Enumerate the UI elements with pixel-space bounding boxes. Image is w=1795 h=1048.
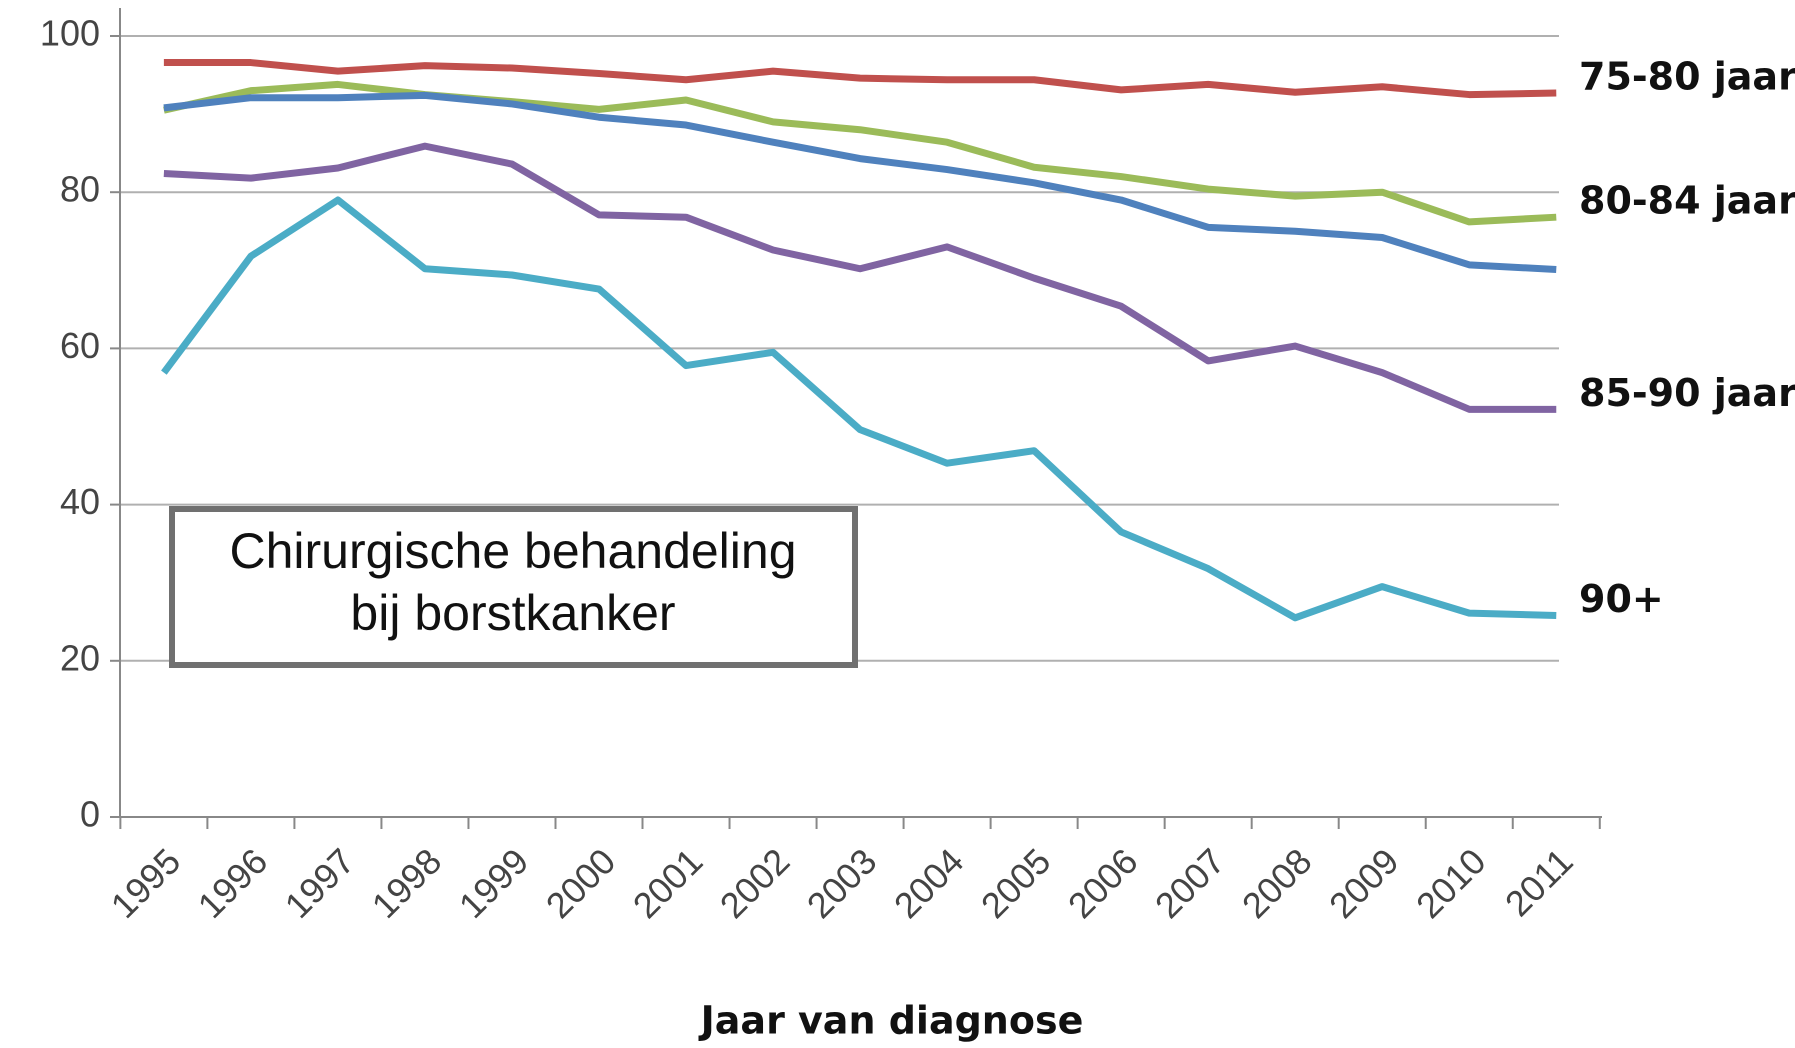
y-tick-label: 60 (60, 325, 100, 366)
y-tick-label: 80 (60, 169, 100, 210)
x-tick-label: 2007 (1147, 840, 1233, 926)
y-tick-label: 20 (60, 637, 100, 678)
x-tick-label: 1998 (364, 840, 450, 926)
x-tick-label: 2005 (973, 840, 1059, 926)
x-tick-label: 2004 (886, 840, 972, 926)
x-tick-label: 1996 (190, 840, 276, 926)
y-tick-label: 100 (40, 13, 100, 54)
x-tick-label: 1995 (103, 840, 189, 926)
series-line (163, 59, 1557, 99)
annotation-text: bij borstkanker (350, 585, 675, 641)
annotation-text: Chirurgische behandeling (229, 523, 796, 579)
y-tick-label: 0 (80, 794, 100, 835)
x-tick-label: 2009 (1321, 840, 1407, 926)
series-label: 75-80 jaar (1579, 55, 1795, 99)
y-tick-label: 40 (60, 481, 100, 522)
series-label: 85-90 jaar (1579, 371, 1795, 415)
annotation-box (169, 506, 858, 668)
x-tick-label: 2011 (1497, 840, 1581, 924)
x-tick-label: 2001 (625, 840, 711, 926)
series-label: 90+ (1579, 577, 1664, 621)
x-tick-label: 2010 (1408, 840, 1494, 926)
x-tick-label: 2002 (712, 840, 798, 926)
series-line (163, 80, 1557, 226)
series-line (161, 196, 1557, 622)
series-line (163, 142, 1557, 413)
x-tick-label: 2008 (1234, 840, 1320, 926)
x-tick-label: 2006 (1060, 840, 1146, 926)
x-tick-label: 2000 (538, 840, 624, 926)
series-label: 80-84 jaar (1579, 179, 1795, 223)
x-tick-label: 1999 (451, 840, 537, 926)
x-axis-label: Jaar van diagnose (698, 999, 1084, 1043)
series-line (163, 91, 1557, 274)
x-tick-label: 2003 (799, 840, 885, 926)
x-tick-label: 1997 (277, 840, 363, 926)
